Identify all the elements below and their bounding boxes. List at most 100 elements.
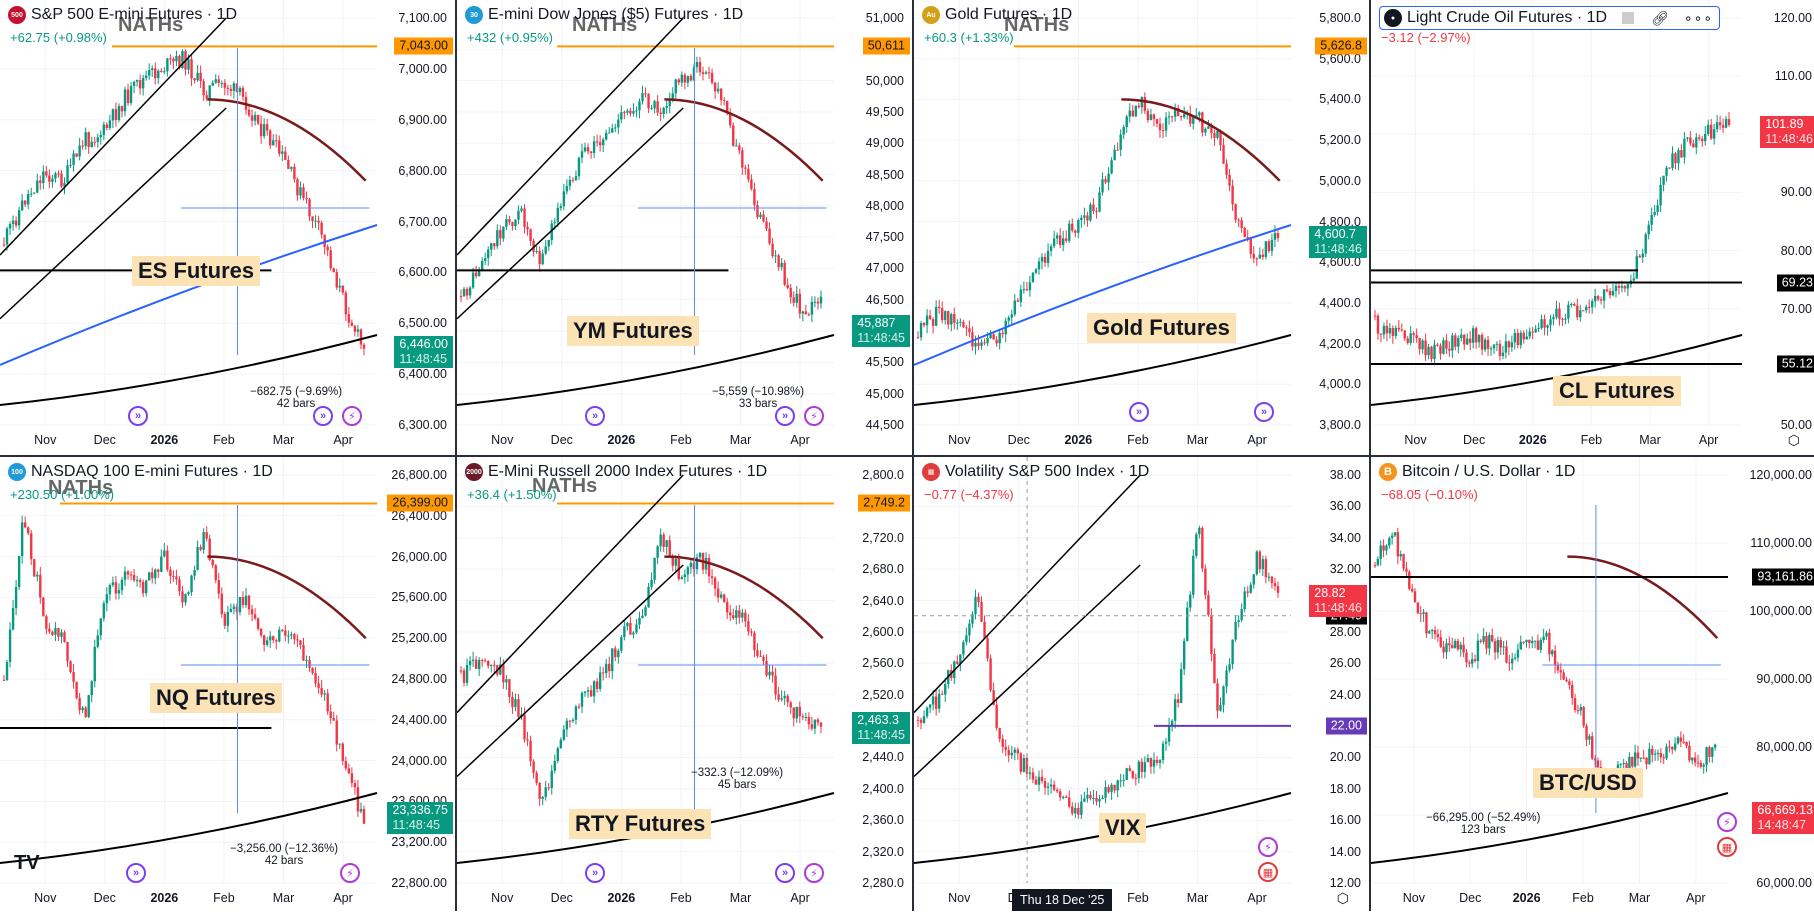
gold-ath-label: NATHs [1004,14,1070,36]
panel-gold[interactable]: Au Gold Futures · 1D +60.3 (+1.33%) NATHs… [914,0,1369,455]
panel-rty[interactable]: 2000 E-Mini Russell 2000 Index Futures · … [457,457,912,913]
price-tick: 5,400.0 [1319,92,1361,107]
vix-settings-icon[interactable]: ⬡ [1336,890,1349,906]
price-tick: 2,680.0 [862,562,904,577]
price-tick: 24,800.00 [391,672,447,686]
btc-title: Bitcoin / U.S. Dollar · 1D [1402,463,1576,480]
price-tick: 6,300.00 [398,418,447,432]
es-replay-icon-2[interactable]: » [313,406,333,426]
price-tick: 90.00 [1780,185,1812,200]
panel-vix[interactable]: ▦ Volatility S&P 500 Index · 1D −0.77 (−4… [914,457,1369,913]
gold-plot[interactable] [914,0,1369,455]
rty-time-axis[interactable]: Nov Dec 2026 Feb Mar Apr [457,885,834,913]
rty-bolt-icon[interactable]: ⚡ [804,863,824,883]
btc-bolt-icon[interactable]: ⚡ [1717,812,1737,832]
ym-time-axis[interactable]: Nov Dec 2026 Feb Mar Apr [457,427,834,455]
time-tick: Feb [213,433,235,447]
vix-events-icon[interactable]: ▦ [1258,862,1278,882]
nq-price-axis[interactable]: 26,800.00 26,400.00 26,000.00 25,600.00 25,2… [377,457,455,913]
gold-header[interactable]: Au Gold Futures · 1D [922,6,1072,24]
ym-price-axis[interactable]: 51,00050,50050,00049,50049,00048,50048,0… [834,0,912,455]
es-time-axis[interactable]: Nov Dec 2026 Feb Mar Apr [0,427,377,455]
cl-header[interactable]: ● Light Crude Oil Futures · 1D 🔗︎ ∘∘∘ [1379,6,1721,30]
time-tick: Nov [1402,891,1425,905]
current-price-tag: 6,446.00 11:48:45 [394,335,453,368]
time-tick: Mar [272,891,295,905]
time-tick: Nov [491,433,514,447]
gold-replay-icon-2[interactable]: » [1254,402,1274,422]
price-tick: 48,000 [865,198,904,213]
vix-header[interactable]: ▦ Volatility S&P 500 Index · 1D [922,463,1149,481]
cl-time-axis[interactable]: Nov Dec 2026 Feb Mar Apr [1371,427,1742,455]
level-tag: 55.12 [1776,355,1814,373]
countdown: 11:48:46 [1765,131,1813,146]
price-tick: 26,800.00 [391,468,447,482]
cl-change: −3.12 (−2.97%) [1381,30,1471,45]
price-tick: 24,400.00 [391,712,447,727]
time-tick: Dec [1459,891,1482,905]
price-tick: 25,600.00 [391,590,447,605]
level-tag: 69.23 [1776,274,1814,292]
rty-change: +36.4 (+1.50%) [467,487,557,502]
ym-header[interactable]: 30 E-mini Dow Jones ($5) Futures · 1D [465,6,743,24]
panel-cl[interactable]: ● Light Crude Oil Futures · 1D 🔗︎ ∘∘∘ −3… [1371,0,1814,455]
tradingview-logo[interactable]: TV [14,852,40,874]
es-plot[interactable] [0,0,455,455]
btc-price-axis[interactable]: 120,000.00 110,000.00 100,000.00 90,000.00 8… [1728,457,1814,913]
gold-price-axis[interactable]: 5,800.0 5,600.0 5,400.0 5,200.0 5,000.0 4,800… [1291,0,1369,455]
gold-time-axis[interactable]: Nov Dec 2026 Feb Mar Apr [914,427,1291,455]
nq-bolt-icon[interactable]: ⚡ [340,863,360,883]
es-price-axis[interactable]: 7,100.00 7,000.00 6,900.00 6,800.00 6,700.00… [377,0,455,455]
price-tick: 18.00 [1329,781,1361,796]
btc-events-icon[interactable]: ▦ [1717,837,1737,857]
current-price-tag: 2,463.3 11:48:45 [852,711,910,744]
vix-plot[interactable] [914,457,1369,913]
nq-header[interactable]: 100 NASDAQ 100 E-mini Futures · 1D [8,463,273,481]
time-tick: Apr [790,433,810,447]
time-tick: Dec [93,891,116,905]
price-tick: 32.00 [1329,562,1361,577]
vix-bolt-icon[interactable]: ⚡ [1258,837,1278,857]
nq-replay-icon[interactable]: » [126,863,146,883]
flag-icon[interactable] [1622,12,1635,24]
ym-replay-icon[interactable]: » [585,406,605,426]
price-tick: 90,000.00 [1756,672,1812,686]
btc-plot[interactable] [1371,457,1814,913]
rty-header[interactable]: 2000 E-Mini Russell 2000 Index Futures · … [465,463,767,481]
cl-price-axis[interactable]: 120.00110.00100.0090.0080.0070.0060.0050… [1742,0,1814,455]
es-bolt-icon[interactable]: ⚡ [342,406,362,426]
level-tag: 22.00 [1325,717,1367,735]
time-tick: Nov [491,891,514,905]
btc-time-axis[interactable]: Nov Dec 2026 Feb Mar Apr [1371,885,1728,913]
time-tick: Feb [1127,433,1149,447]
price-tick: 4,800.0 [1319,214,1361,229]
cl-title: Light Crude Oil Futures · 1D [1407,9,1608,26]
es-replay-icon[interactable]: » [128,406,148,426]
price-tick: 14.00 [1329,844,1361,859]
rty-price-axis[interactable]: 2,800.02,760.02,720.02,680.02,640.02,600… [834,457,912,913]
link-icon[interactable]: 🔗︎ [1651,9,1669,26]
gold-replay-icon[interactable]: » [1129,402,1149,422]
es-ath-label: NATHs [118,14,184,36]
current-price: 6,446.00 [399,336,448,351]
nq-plot[interactable] [0,457,455,913]
settings-icon[interactable]: ⬡ [1787,432,1800,448]
vix-price-axis[interactable]: 38.0036.0034.0032.0030.0028.0026.0024.00… [1291,457,1369,913]
panel-es[interactable]: 500 S&P 500 E-mini Futures · 1D +62.75 (+… [0,0,455,455]
ym-replay-icon-2[interactable]: » [775,406,795,426]
panel-btc[interactable]: B Bitcoin / U.S. Dollar · 1D −68.05 (−0.1… [1371,457,1814,913]
price-tick: 2,560.0 [862,656,904,671]
price-tick: 26,400.00 [391,508,447,523]
price-tick: 2,640.0 [862,593,904,608]
nq-time-axis[interactable]: Nov Dec 2026 Feb Mar Apr [0,885,377,913]
more-icon[interactable]: ∘∘∘ [1683,9,1714,26]
panel-nq[interactable]: 100 NASDAQ 100 E-mini Futures · 1D +230.5… [0,457,455,913]
btc-header[interactable]: B Bitcoin / U.S. Dollar · 1D [1379,463,1575,481]
ym-plot[interactable] [457,0,912,455]
es-header[interactable]: 500 S&P 500 E-mini Futures · 1D [8,6,237,24]
panel-ym[interactable]: 30 E-mini Dow Jones ($5) Futures · 1D +43… [457,0,912,455]
rty-replay-icon[interactable]: » [585,863,605,883]
rty-replay-icon-2[interactable]: » [775,863,795,883]
ym-bolt-icon[interactable]: ⚡ [804,406,824,426]
